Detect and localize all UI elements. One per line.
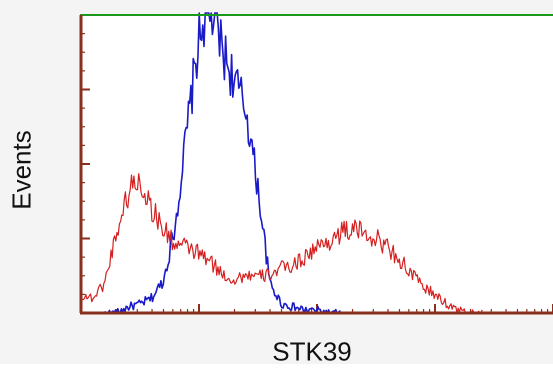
series-blue-histogram [103, 12, 341, 314]
series-red-histogram [80, 173, 483, 314]
plot-area [80, 15, 553, 313]
x-axis-label: STK39 [272, 336, 352, 367]
series-layer [80, 12, 483, 314]
y-axis-label: Events [6, 130, 37, 210]
